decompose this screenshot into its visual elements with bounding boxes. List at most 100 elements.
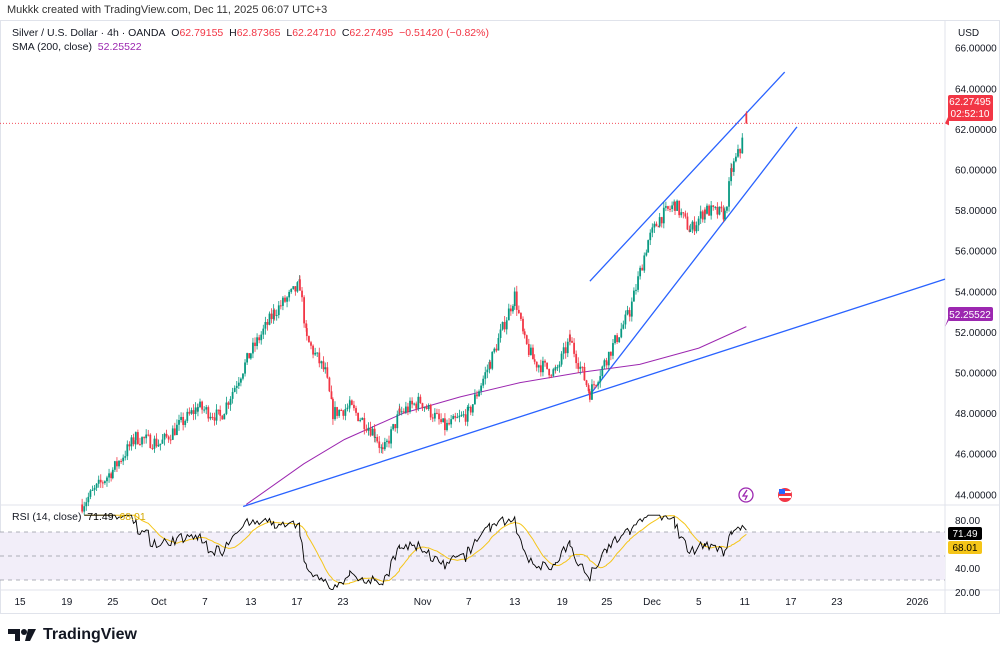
credit-text: Mukkk created with TradingView.com, Dec … <box>7 4 328 16</box>
candle-body <box>217 409 220 411</box>
candle <box>651 223 654 238</box>
candle <box>93 485 96 496</box>
candle <box>603 358 606 370</box>
candle <box>180 412 182 423</box>
candle <box>308 335 310 343</box>
symbol-title[interactable]: Silver / U.S. Dollar · 4h · OANDA <box>12 27 166 39</box>
candle <box>199 398 201 409</box>
rsi-label[interactable]: RSI (14, close) <box>12 511 82 523</box>
candle-body <box>556 367 559 369</box>
candle <box>529 344 532 356</box>
candle-body <box>390 429 392 444</box>
candle <box>126 440 129 461</box>
candle-body <box>324 367 327 370</box>
candle <box>444 413 446 436</box>
candle <box>217 409 220 415</box>
price-tick-label: 52.00000 <box>955 328 997 339</box>
candle-body <box>111 469 114 479</box>
candle <box>745 111 748 124</box>
candle-body <box>583 366 586 381</box>
time-tick-label: Oct <box>151 597 167 608</box>
candle-body <box>548 368 551 376</box>
candle <box>539 359 542 377</box>
candle <box>378 436 381 454</box>
candle-body <box>732 161 735 172</box>
candle-body <box>466 406 469 422</box>
price-tick-label: 48.00000 <box>955 409 997 420</box>
time-tick-label: 25 <box>107 597 119 608</box>
candle <box>116 457 118 472</box>
candle-body <box>165 433 168 437</box>
flag-canton <box>779 489 785 494</box>
candle <box>279 300 282 310</box>
candle-body <box>153 438 156 449</box>
candle <box>122 454 125 466</box>
candle <box>413 402 416 406</box>
price-tick-label: 66.00000 <box>955 44 997 55</box>
candle <box>336 406 338 419</box>
candle <box>365 424 368 433</box>
candle <box>499 323 502 343</box>
candle <box>645 249 648 257</box>
candle <box>427 403 430 411</box>
candle-body <box>215 409 218 421</box>
candle-body <box>296 282 299 292</box>
candle <box>474 389 476 405</box>
candle-body <box>209 416 212 419</box>
candle-body <box>533 359 536 362</box>
candle-body <box>739 151 742 154</box>
candle <box>669 205 671 213</box>
candle-body <box>268 313 271 325</box>
candle <box>201 400 203 414</box>
candle <box>525 334 528 346</box>
candle-body <box>622 324 625 329</box>
candle <box>614 334 616 345</box>
candle-body <box>266 321 269 325</box>
candle <box>231 387 234 404</box>
candle-body <box>537 365 540 368</box>
candle <box>691 220 694 234</box>
candle <box>223 413 226 420</box>
candle-body <box>396 414 399 429</box>
candle-body <box>513 291 516 307</box>
rsi-ma-tag <box>948 541 982 554</box>
candle <box>560 351 563 367</box>
sma-label[interactable]: SMA (200, close) <box>12 41 92 53</box>
candle <box>562 342 565 360</box>
candle <box>221 414 224 420</box>
candle <box>254 337 256 352</box>
candle-body <box>593 384 595 386</box>
candle <box>554 366 557 372</box>
candle-body <box>136 432 139 444</box>
candle <box>609 351 612 361</box>
candle-body <box>446 422 448 431</box>
candle-body <box>359 419 362 422</box>
candle <box>421 402 424 411</box>
candle <box>569 329 571 346</box>
candle <box>735 153 737 163</box>
candle-body <box>277 305 280 316</box>
candle-body <box>145 434 148 439</box>
candle-body <box>532 347 534 360</box>
candle-body <box>471 404 474 413</box>
time-tick-label: 5 <box>696 597 702 608</box>
candle <box>275 309 278 321</box>
candle <box>167 435 170 443</box>
candle-body <box>585 380 588 386</box>
candle <box>478 389 480 397</box>
candle-body <box>620 328 623 338</box>
candle-body <box>723 210 726 220</box>
candle <box>132 433 135 447</box>
candle <box>552 367 555 378</box>
candle-body <box>720 206 723 209</box>
candle <box>635 283 637 295</box>
candle <box>678 200 681 218</box>
candle <box>359 417 362 423</box>
candle-body <box>503 321 506 330</box>
candle <box>558 361 561 373</box>
candle-body <box>618 337 621 343</box>
candle <box>367 422 370 436</box>
candle-body <box>730 168 732 182</box>
candle-body <box>350 400 353 405</box>
